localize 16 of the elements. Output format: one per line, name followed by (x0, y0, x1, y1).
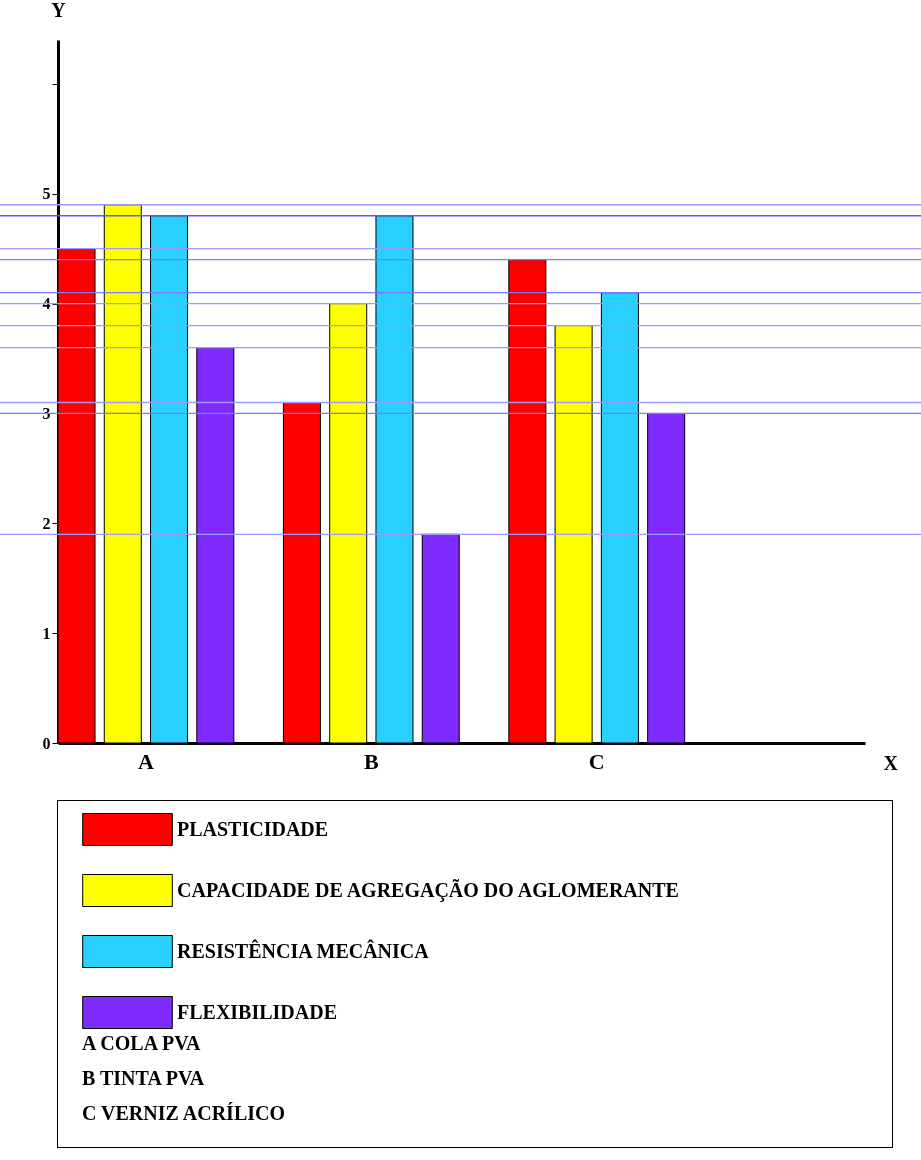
legend-label: PLASTICIDADE (177, 817, 329, 840)
text: B TINTA PVA (82, 1066, 206, 1091)
text: A COLA PVA (82, 1031, 202, 1056)
text: C VERNIZ ACRÍLICO (82, 1101, 286, 1126)
legend-label: RESISTÊNCIA MECÂNICA (177, 938, 430, 962)
y-tick-label: 2 (42, 514, 51, 532)
x-axis-title: X (883, 751, 899, 774)
legend-label: CAPACIDADE DE AGREGAÇÃO DO AGLOMERANTE (177, 878, 679, 902)
y-tick-label: 0 (42, 734, 51, 752)
y-tick-label: 5 (42, 185, 51, 203)
x-tick-label: B (363, 748, 379, 774)
x-tick-label: C (588, 748, 605, 774)
y-axis-title: Y (51, 0, 67, 21)
y-tick-label: 1 (42, 624, 51, 642)
x-tick-label: A (137, 748, 154, 774)
legend-label: FLEXIBILIDADE (177, 1000, 338, 1023)
